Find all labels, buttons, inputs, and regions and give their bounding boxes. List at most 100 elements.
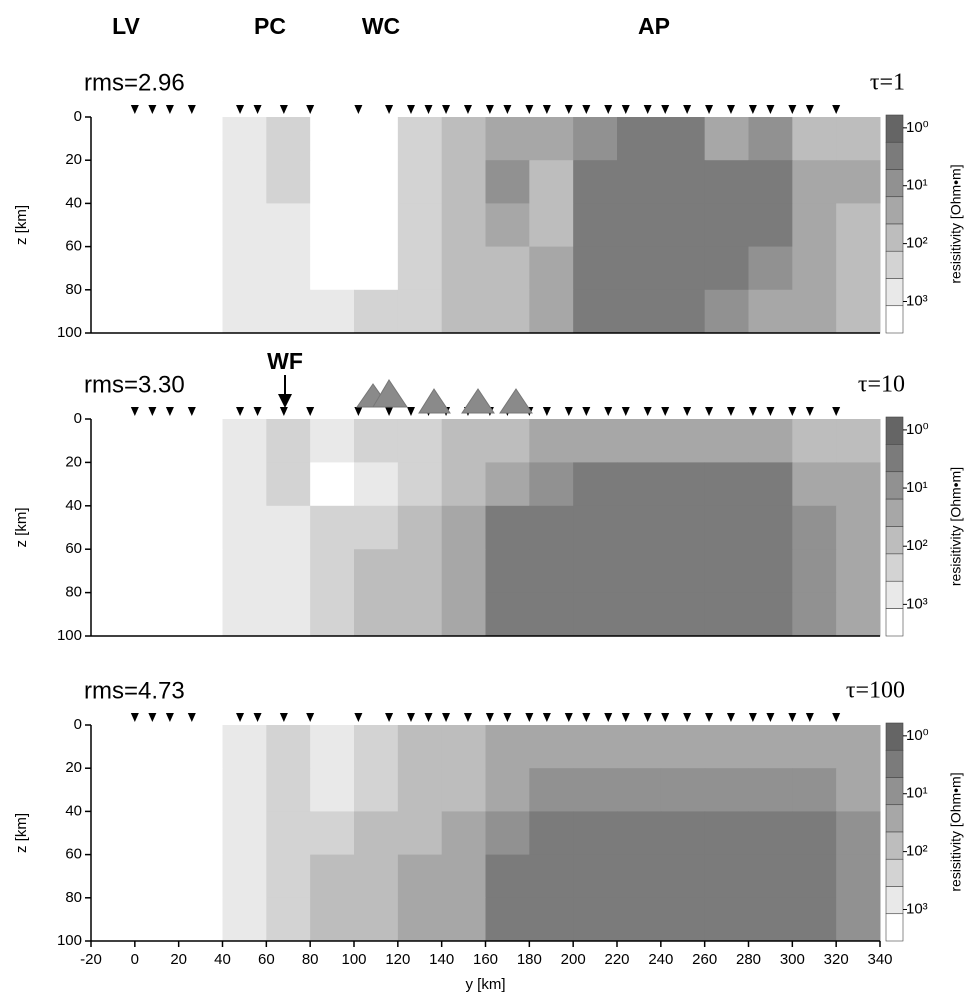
cell (660, 811, 706, 856)
cell (748, 768, 793, 812)
station (643, 105, 652, 114)
cell (660, 768, 706, 812)
cell (485, 419, 530, 463)
station (683, 713, 692, 722)
cell (222, 246, 267, 291)
station (643, 713, 652, 722)
cell (529, 203, 574, 248)
y-axis-label: z [km] (13, 508, 30, 548)
x-tick-label: 340 (867, 951, 892, 968)
cell (266, 592, 311, 637)
cell (266, 768, 311, 812)
station (564, 105, 573, 114)
station (503, 713, 512, 722)
cell (573, 203, 618, 248)
station (564, 713, 573, 722)
cell (617, 897, 662, 942)
station (705, 713, 714, 722)
colorbar-band (885, 608, 904, 637)
cell (441, 203, 486, 248)
cell (441, 811, 486, 856)
cell (266, 462, 311, 507)
cell (178, 811, 223, 856)
colorbar-band (885, 886, 904, 915)
cell (178, 203, 223, 248)
cell (178, 246, 223, 291)
station (503, 105, 512, 114)
cell (354, 419, 399, 463)
cell (529, 160, 574, 204)
cell (134, 462, 180, 507)
station (385, 713, 394, 722)
cell (266, 289, 311, 334)
cell (310, 419, 355, 463)
station (832, 713, 841, 722)
cell (704, 592, 749, 637)
cell (441, 725, 486, 769)
colorbar-band (885, 722, 904, 751)
cell (222, 725, 267, 769)
cell (704, 117, 749, 161)
y-tick-label: 80 (65, 281, 82, 298)
station (805, 713, 814, 722)
station (683, 407, 692, 416)
y-tick-label: 40 (65, 497, 82, 514)
colorbar-tick-label: 10⁰ (906, 421, 929, 438)
cell (792, 246, 837, 291)
colorbar-band (885, 498, 904, 527)
station (604, 105, 613, 114)
x-tick-label: 60 (258, 951, 275, 968)
station (748, 713, 757, 722)
cell (836, 505, 881, 550)
cell (748, 462, 793, 507)
x-tick-label: 140 (429, 951, 454, 968)
colorbar-tick-label: 10² (906, 843, 928, 860)
station (582, 407, 591, 416)
cell (748, 549, 793, 594)
colorbar-band (885, 223, 904, 252)
cell (617, 854, 662, 899)
cell (617, 246, 662, 291)
cell (310, 505, 355, 550)
cell (617, 725, 662, 769)
cell (529, 897, 574, 942)
colorbar-band (885, 858, 904, 887)
colorbar-tick-label: 10¹ (906, 177, 928, 194)
region-label: LV (112, 13, 140, 39)
cell (485, 160, 530, 204)
colorbar-band (885, 777, 904, 806)
station (463, 105, 472, 114)
cell (748, 419, 793, 463)
cell (485, 117, 530, 161)
x-tick-label: 300 (780, 951, 805, 968)
colorbar-band (885, 749, 904, 778)
colorbar-band (885, 169, 904, 198)
cell (397, 768, 443, 812)
cell (441, 419, 486, 463)
cell (178, 897, 223, 942)
cell (354, 549, 399, 594)
y-tick-label: 100 (57, 627, 82, 644)
colorbar-label: resisitivity [Ohm•m] (948, 164, 964, 283)
cell (573, 768, 618, 812)
cell (573, 725, 618, 769)
cell (748, 811, 793, 856)
cell (397, 203, 443, 248)
cell (222, 505, 267, 550)
cell (310, 117, 355, 161)
y-axis-label: z [km] (13, 205, 30, 245)
cell (441, 897, 486, 942)
cell (660, 505, 706, 550)
colorbar-tick-label: 10³ (906, 900, 928, 917)
station (253, 105, 262, 114)
cell (748, 117, 793, 161)
cell (178, 592, 223, 637)
cell (397, 462, 443, 507)
cell (573, 505, 618, 550)
station (148, 407, 157, 416)
colorbar-tick-label: 10³ (906, 595, 928, 612)
station (236, 407, 245, 416)
cell (529, 289, 574, 334)
cell (485, 811, 530, 856)
cell (266, 854, 311, 899)
